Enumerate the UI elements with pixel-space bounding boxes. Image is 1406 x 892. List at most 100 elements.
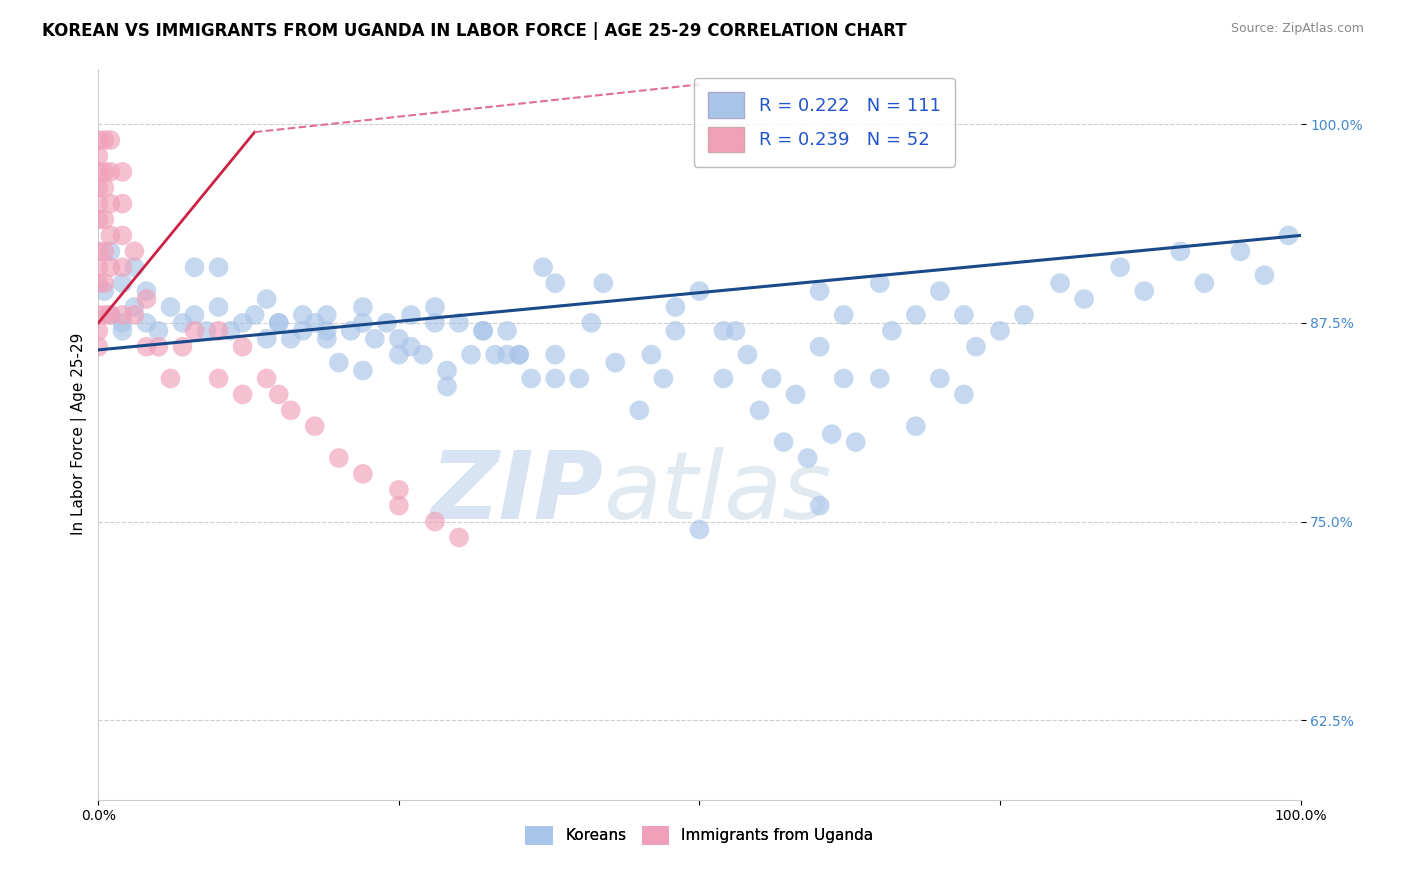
Point xyxy=(447,531,470,545)
Point xyxy=(148,340,170,354)
Point xyxy=(100,308,122,322)
Point xyxy=(124,260,146,275)
Point xyxy=(1133,284,1156,298)
Point xyxy=(280,332,302,346)
Point xyxy=(352,300,374,314)
Point xyxy=(172,340,194,354)
Point xyxy=(472,324,495,338)
Point xyxy=(832,308,855,322)
Point xyxy=(87,276,110,290)
Point xyxy=(93,276,115,290)
Point xyxy=(796,450,818,465)
Point xyxy=(87,324,110,338)
Text: Source: ZipAtlas.com: Source: ZipAtlas.com xyxy=(1230,22,1364,36)
Point xyxy=(207,260,229,275)
Point xyxy=(135,340,157,354)
Legend: Koreans, Immigrants from Uganda: Koreans, Immigrants from Uganda xyxy=(519,820,880,851)
Point xyxy=(581,316,603,330)
Point xyxy=(111,316,134,330)
Point xyxy=(388,348,411,362)
Point xyxy=(100,133,122,147)
Point xyxy=(713,324,735,338)
Point xyxy=(531,260,554,275)
Point xyxy=(232,316,254,330)
Point xyxy=(267,387,290,401)
Point xyxy=(688,284,710,298)
Point xyxy=(87,133,110,147)
Point xyxy=(243,308,266,322)
Point xyxy=(93,165,115,179)
Point xyxy=(256,371,278,385)
Point xyxy=(880,324,903,338)
Point xyxy=(388,483,411,497)
Point xyxy=(965,340,987,354)
Point xyxy=(232,340,254,354)
Point xyxy=(87,308,110,322)
Point xyxy=(664,300,686,314)
Point xyxy=(904,308,927,322)
Point xyxy=(315,332,337,346)
Point xyxy=(845,435,868,450)
Point xyxy=(93,212,115,227)
Point xyxy=(100,244,122,259)
Point xyxy=(195,324,218,338)
Point xyxy=(869,276,891,290)
Point xyxy=(232,387,254,401)
Point xyxy=(135,316,157,330)
Point xyxy=(688,523,710,537)
Point xyxy=(928,284,950,298)
Point xyxy=(111,324,134,338)
Point xyxy=(628,403,651,417)
Point xyxy=(520,371,543,385)
Point xyxy=(652,371,675,385)
Point xyxy=(93,133,115,147)
Point xyxy=(135,284,157,298)
Point xyxy=(724,324,747,338)
Point xyxy=(172,316,194,330)
Point xyxy=(111,308,134,322)
Point xyxy=(352,467,374,481)
Point xyxy=(412,348,434,362)
Point xyxy=(988,324,1011,338)
Point xyxy=(568,371,591,385)
Y-axis label: In Labor Force | Age 25-29: In Labor Force | Age 25-29 xyxy=(72,333,87,535)
Point xyxy=(148,324,170,338)
Point xyxy=(808,340,831,354)
Point xyxy=(135,292,157,306)
Point xyxy=(605,356,627,370)
Point xyxy=(436,363,458,377)
Point xyxy=(100,308,122,322)
Point xyxy=(1073,292,1095,306)
Point xyxy=(447,316,470,330)
Point xyxy=(315,308,337,322)
Point xyxy=(111,228,134,243)
Point xyxy=(267,316,290,330)
Point xyxy=(1277,228,1299,243)
Point xyxy=(183,260,205,275)
Point xyxy=(87,340,110,354)
Point xyxy=(93,284,115,298)
Point xyxy=(484,348,506,362)
Point xyxy=(352,363,374,377)
Point xyxy=(87,212,110,227)
Point xyxy=(785,387,807,401)
Point xyxy=(280,403,302,417)
Point xyxy=(93,180,115,194)
Point xyxy=(100,228,122,243)
Point xyxy=(304,419,326,434)
Point xyxy=(664,324,686,338)
Point xyxy=(592,276,614,290)
Point xyxy=(544,371,567,385)
Point xyxy=(423,515,446,529)
Point xyxy=(808,499,831,513)
Point xyxy=(183,324,205,338)
Point xyxy=(87,260,110,275)
Point xyxy=(544,276,567,290)
Point xyxy=(93,308,115,322)
Point xyxy=(219,324,242,338)
Point xyxy=(315,324,337,338)
Point xyxy=(904,419,927,434)
Point xyxy=(291,324,314,338)
Point xyxy=(388,499,411,513)
Point xyxy=(124,300,146,314)
